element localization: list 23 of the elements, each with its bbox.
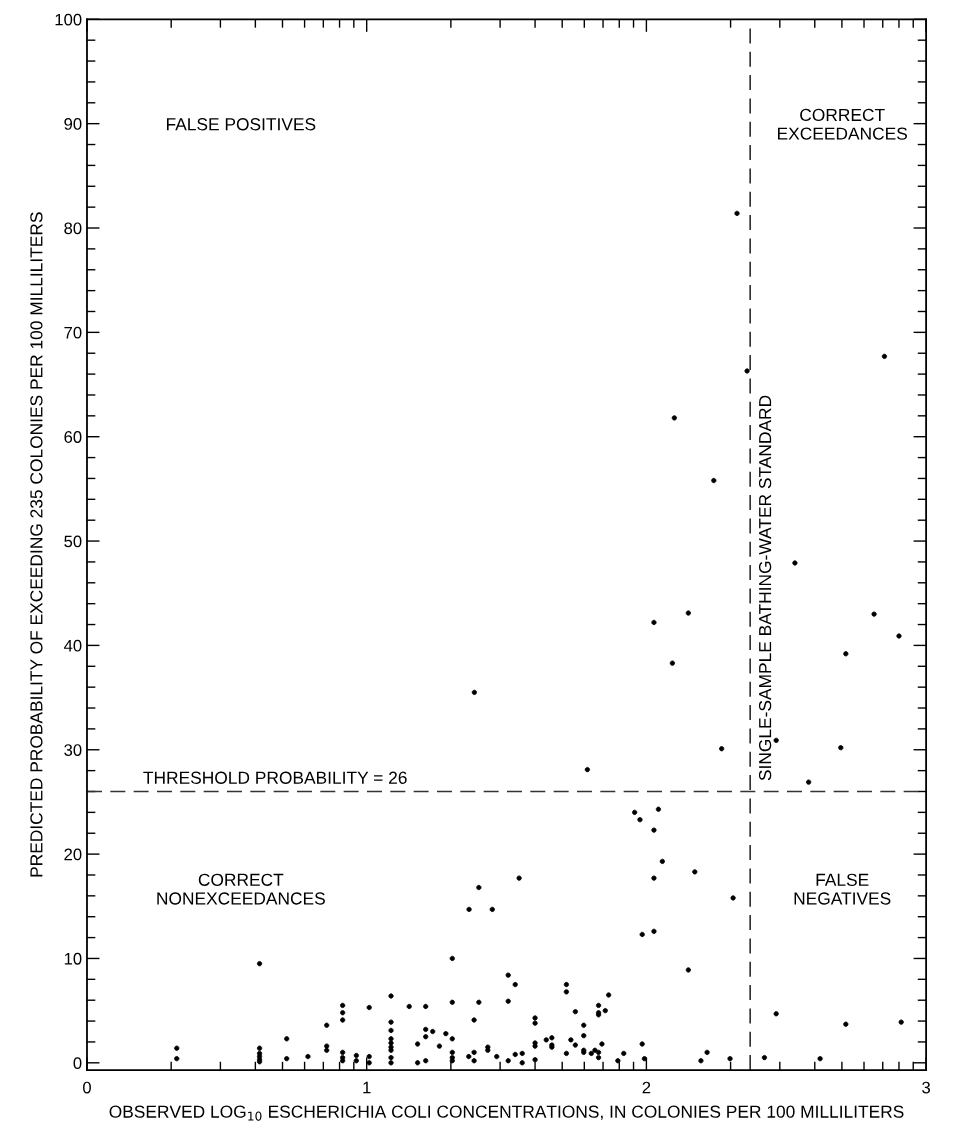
annotation: FALSE POSITIVES — [166, 118, 316, 131]
x-axis-title: OBSERVED LOG$_{10}$ ESCHERICHIA COLI CONCENTRATIONS, IN COLONIES PER 100 MILLILITERS — [109, 1105, 904, 1121]
x-tick-label: 3 — [922, 1081, 931, 1094]
ref-line-label: SINGLE-SAMPLE BATHING-WATER STANDARD — [758, 395, 772, 781]
annotation: CORRECT EXCEEDANCES — [778, 108, 907, 140]
x-tick-label: 2 — [642, 1081, 651, 1094]
ref-line-label: THRESHOLD PROBABILITY = 26 — [143, 771, 407, 784]
y-tick-label: 90 — [64, 118, 82, 130]
y-tick-label: 60 — [64, 431, 82, 443]
y-tick-label: 100 — [55, 13, 82, 26]
y-tick-label: 0 — [73, 1057, 82, 1070]
y-tick-label: 70 — [64, 326, 82, 339]
y-tick-label: 50 — [64, 535, 82, 548]
x-tick-label: 1 — [363, 1081, 371, 1094]
y-tick-label: 40 — [63, 639, 82, 652]
x-tick-label: 0 — [83, 1081, 91, 1094]
annotation: CORRECT NONEXCEEDANCES — [157, 873, 325, 905]
y-tick-label: 30 — [64, 744, 82, 756]
y-tick-label: 20 — [64, 848, 82, 861]
y-axis-title: PREDICTED PROBABILITY OF EXCEEDING 235 COLONIES PER 100 MILLILITERS — [30, 212, 43, 877]
annotation: FALSE NEGATIVES — [794, 873, 891, 905]
y-tick-label: 80 — [64, 222, 82, 235]
y-tick-label: 10 — [64, 952, 82, 965]
